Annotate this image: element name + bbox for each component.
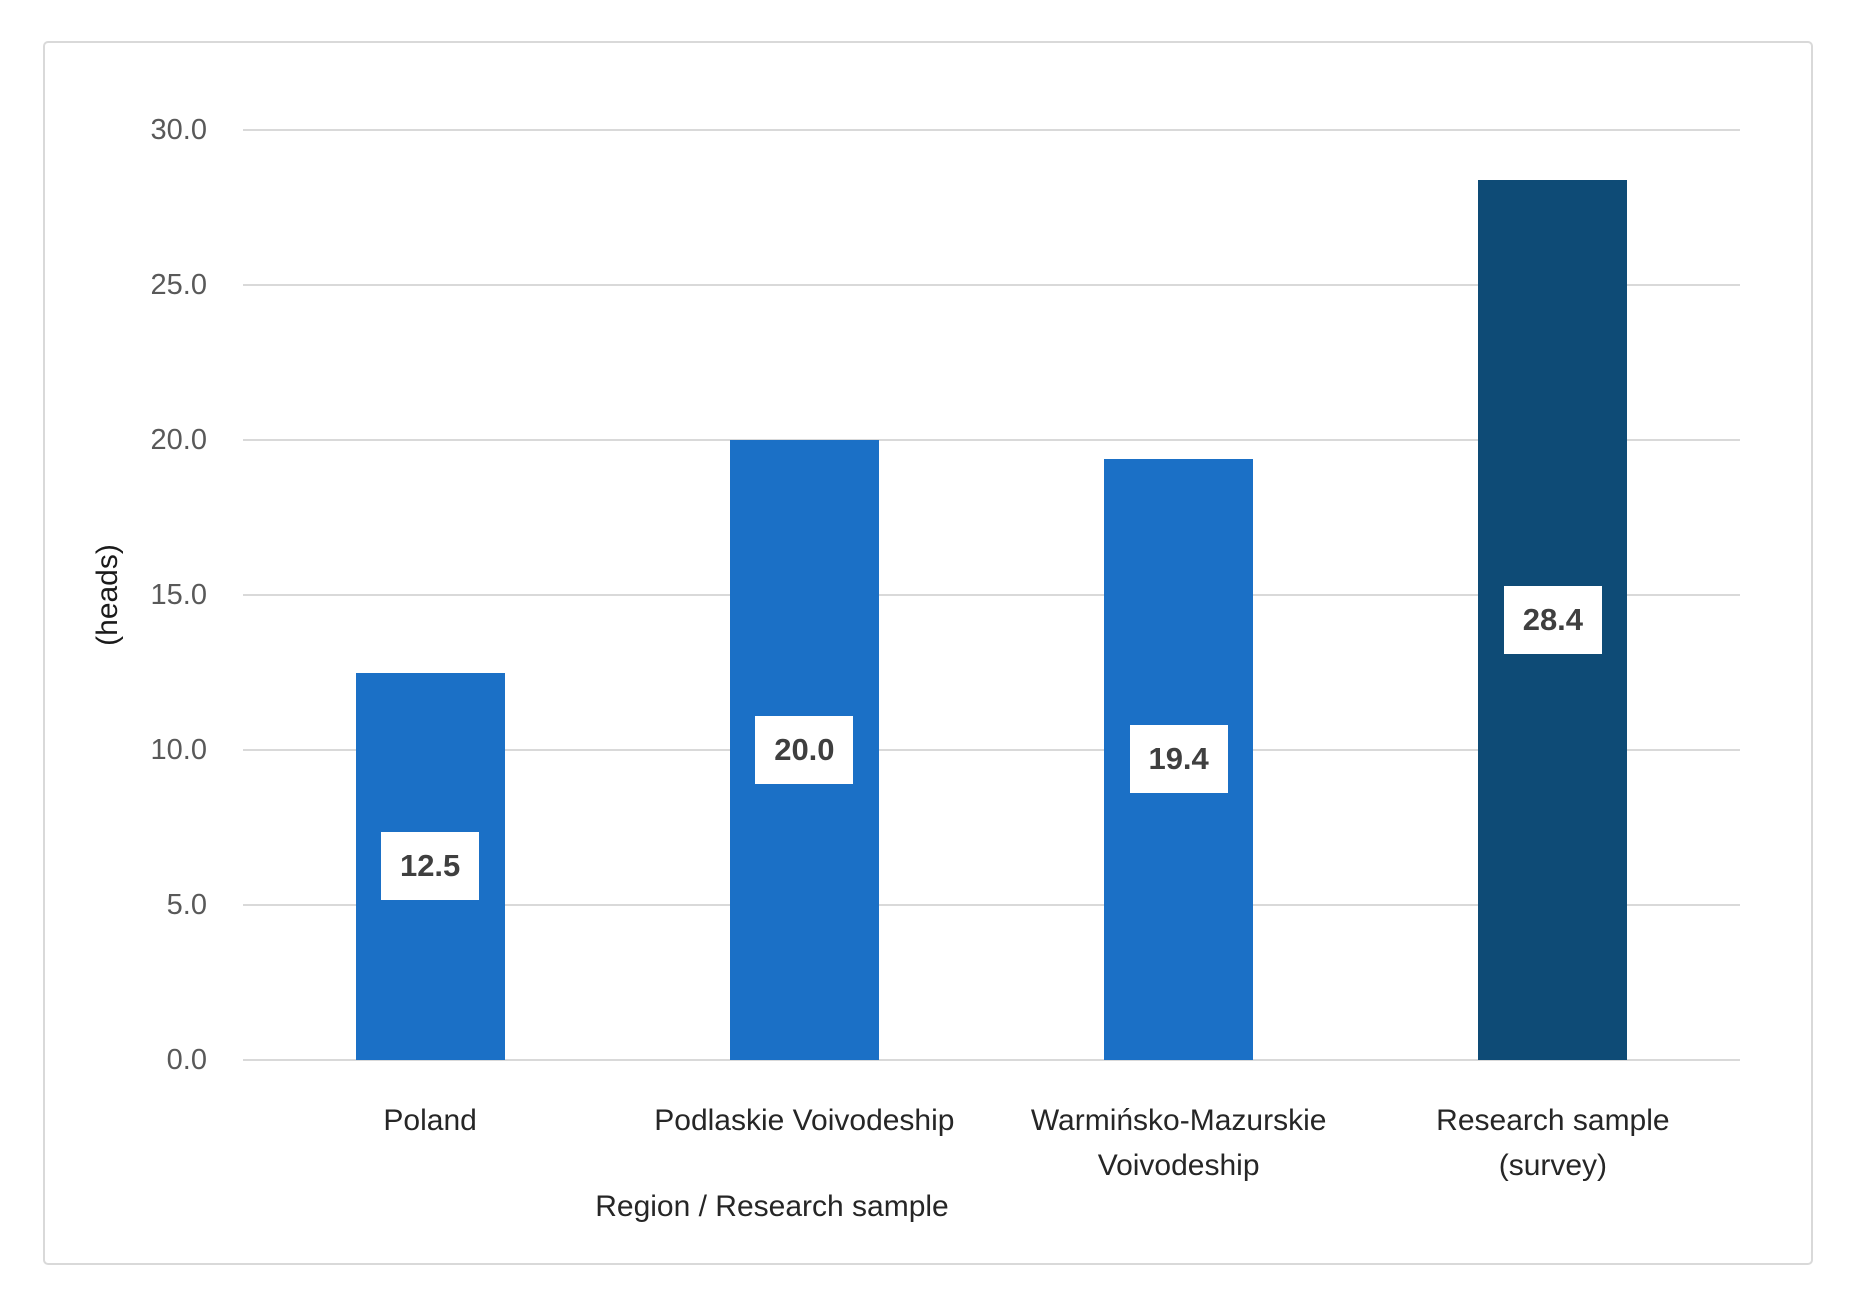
x-category-label: Warmińsko-Mazurskie Voivodeship xyxy=(1030,1104,1327,1182)
y-tick-label: 15.0 xyxy=(150,579,207,611)
gridline-y-0.0 xyxy=(243,1059,1740,1061)
x-axis-title: Region / Research sample xyxy=(595,1190,949,1223)
x-category-label: Poland xyxy=(383,1104,477,1137)
data-label: 12.5 xyxy=(381,832,480,901)
y-tick-label: 0.0 xyxy=(166,1044,207,1076)
data-label: 28.4 xyxy=(1503,585,1602,654)
x-category-label: Podlaskie Voivodeship xyxy=(654,1104,955,1137)
data-label: 20.0 xyxy=(755,716,854,784)
gridline-y-15.0 xyxy=(243,594,1740,596)
y-tick-label: 5.0 xyxy=(166,889,207,921)
x-category-label: Research sample (survey) xyxy=(1436,1104,1670,1182)
y-axis-title: (heads) xyxy=(91,544,124,646)
y-tick-label: 30.0 xyxy=(150,114,207,146)
gridline-y-20.0 xyxy=(243,439,1740,441)
y-tick-label: 10.0 xyxy=(150,734,207,766)
data-label: 19.4 xyxy=(1129,725,1228,794)
y-tick-label: 25.0 xyxy=(150,269,207,301)
gridline-y-10.0 xyxy=(243,749,1740,751)
gridline-y-25.0 xyxy=(243,284,1740,286)
gridline-y-5.0 xyxy=(243,904,1740,906)
y-tick-label: 20.0 xyxy=(150,424,207,456)
gridline-y-30.0 xyxy=(243,129,1740,131)
